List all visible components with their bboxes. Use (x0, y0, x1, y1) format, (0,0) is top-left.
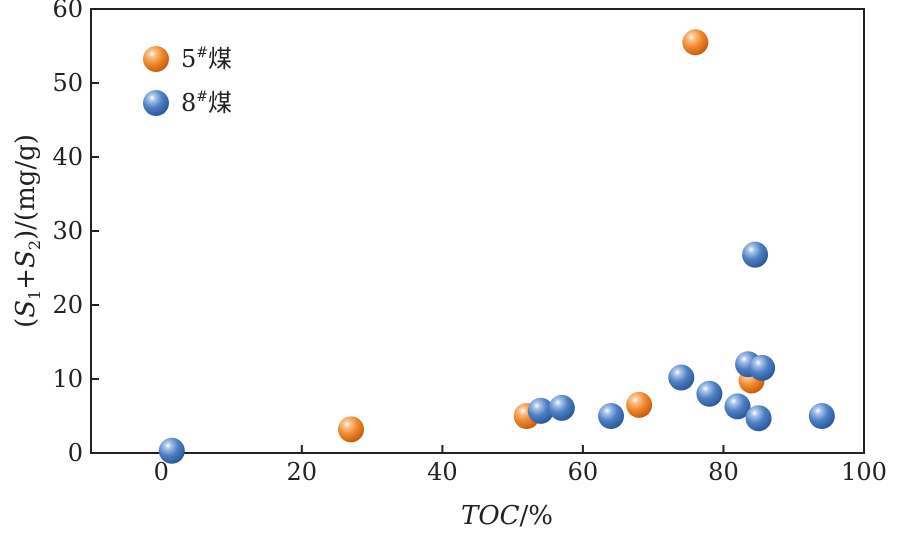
point-8-coal (668, 364, 695, 391)
x-tick-label: 100 (841, 458, 887, 486)
point-8-coal (749, 354, 776, 381)
x-tick-label: 0 (154, 458, 169, 486)
y-tick-label: 0 (68, 439, 83, 467)
y-axis-ticks: 0 10 20 30 40 50 60 (52, 0, 99, 467)
x-tick-label: 20 (287, 458, 318, 486)
point-8-coal (696, 380, 723, 407)
y-tick-label: 30 (52, 217, 83, 245)
y-axis-title: (S1+S2)/(mg/g) (11, 134, 44, 328)
point-8-coal (742, 241, 769, 268)
x-tick-label: 60 (568, 458, 599, 486)
point-8-coal (808, 403, 835, 429)
point-8-coal (527, 397, 554, 424)
x-tick-label: 40 (427, 458, 458, 486)
data-markers (158, 29, 835, 464)
point-5-coal (626, 391, 653, 418)
legend: 5#煤 8#煤 (143, 45, 232, 117)
point-8-coal (548, 394, 575, 421)
legend-label-5-coal: 5#煤 (181, 45, 232, 73)
x-axis-title: TOC/% (461, 501, 553, 531)
y-tick-label: 50 (52, 69, 83, 97)
x-tick-label: 80 (708, 458, 739, 486)
y-tick-label: 10 (52, 365, 83, 393)
y-tick-label: 20 (52, 291, 83, 319)
y-tick-label: 40 (52, 143, 83, 171)
point-8-coal (598, 403, 625, 429)
point-5-coal (682, 29, 709, 56)
legend-marker-5-coal (143, 46, 169, 72)
point-8-coal (745, 405, 772, 432)
legend-label-8-coal: 8#煤 (181, 89, 232, 117)
y-tick-label: 60 (52, 0, 83, 23)
point-5-coal (338, 416, 365, 443)
legend-marker-8-coal (143, 90, 169, 116)
x-axis-ticks: 0 20 40 60 80 100 (154, 445, 887, 486)
point-8-coal (724, 393, 751, 420)
point-8-coal (158, 437, 185, 464)
